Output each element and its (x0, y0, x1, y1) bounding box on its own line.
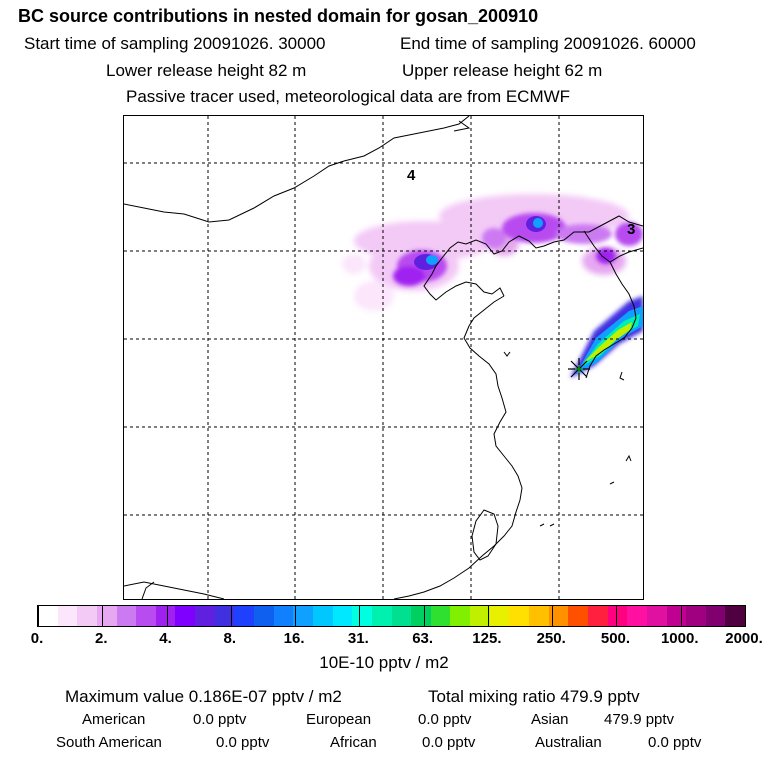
colorbar-segment (391, 606, 412, 626)
colorbar-segment (568, 606, 588, 626)
colorbar-tick (38, 606, 39, 626)
colorbar-segment (214, 606, 235, 626)
european-label: European (306, 711, 372, 728)
colorbar-tick-label: 31. (347, 630, 369, 647)
plot-title: BC source contributions in nested domain… (18, 6, 539, 26)
colorbar-segment (77, 606, 97, 626)
colorbar-tick-label: 63. (412, 630, 434, 647)
end-time-text: End time of sampling 20091026. 60000 (400, 34, 696, 53)
total-mixing-text: Total mixing ratio 479.9 pptv (428, 687, 640, 706)
african-label: African (330, 734, 377, 751)
colorbar-segment (293, 606, 313, 626)
colorbar-tick (166, 606, 168, 626)
colorbar-segment (705, 606, 726, 626)
colorbar-segment (312, 606, 333, 626)
colorbar-segment (529, 606, 549, 626)
colorbar-segment (175, 606, 196, 626)
colorbar-segment (234, 606, 255, 626)
colorbar-segment (489, 606, 510, 626)
colorbar-segment (450, 606, 471, 626)
map-label-4: 4 (407, 167, 416, 184)
plume-layer (342, 194, 643, 378)
colorbar-segment (411, 606, 431, 626)
colorbar-segment (371, 606, 392, 626)
station-center (575, 365, 583, 373)
african-value: 0.0 pptv (422, 734, 476, 751)
colorbar-tick-label: 8. (223, 630, 237, 647)
australian-value: 0.0 pptv (648, 734, 702, 751)
colorbar-tick-label: 125. (472, 630, 502, 647)
tracer-note-text: Passive tracer used, meteorological data… (126, 87, 571, 106)
colorbar-segment (116, 606, 137, 626)
colorbar-segment (470, 606, 490, 626)
graticule-layer (124, 116, 643, 599)
map-panel: 4 3 (123, 115, 644, 600)
colorbar-segment (627, 606, 647, 626)
colorbar-segment (430, 606, 451, 626)
colorbar-tick (745, 606, 746, 626)
colorbar-segment (57, 606, 78, 626)
colorbar-tick-label: 2. (95, 630, 108, 647)
colorbar-tick (102, 606, 104, 626)
colorbar-segment (136, 606, 156, 626)
coastline-layer (124, 116, 643, 599)
colorbar-tick (295, 606, 297, 626)
colorbar-segment (195, 606, 215, 626)
lower-release-text: Lower release height 82 m (106, 61, 307, 80)
asian-label: Asian (531, 711, 569, 728)
colorbar-tick (680, 606, 682, 626)
colorbar-tick (359, 606, 361, 626)
south-american-value: 0.0 pptv (216, 734, 270, 751)
colorbar-tick (230, 606, 232, 626)
colorbar-segment (548, 606, 569, 626)
colorbar-segment (332, 606, 353, 626)
colorbar-segment (155, 606, 176, 626)
american-value: 0.0 pptv (193, 711, 247, 728)
american-label: American (82, 711, 146, 728)
colorbar (37, 605, 746, 627)
colorbar-tick-label: 250. (536, 630, 566, 647)
colorbar-segment (509, 606, 530, 626)
colorbar-tick (616, 606, 618, 626)
colorbar-segment (686, 606, 706, 626)
colorbar-tick-label: 0. (30, 630, 44, 647)
map-canvas: 4 3 (124, 116, 643, 599)
colorbar-segment (254, 606, 274, 626)
colorbar-segment (587, 606, 608, 626)
colorbar-tick-label: 500. (600, 630, 631, 647)
south-american-label: South American (56, 734, 162, 751)
colorbar-tick (423, 606, 425, 626)
colorbar-tick-label: 16. (283, 630, 305, 647)
upper-release-text: Upper release height 62 m (402, 61, 603, 80)
colorbar-unit: 10E-10 pptv / m2 (319, 653, 449, 672)
european-value: 0.0 pptv (418, 711, 472, 728)
colorbar-tick-label: 4. (159, 630, 172, 647)
max-value-text: Maximum value 0.186E-07 pptv / m2 (65, 687, 342, 706)
start-time-text: Start time of sampling 20091026. 30000 (24, 34, 326, 53)
colorbar-segment (96, 606, 117, 626)
australian-label: Australian (535, 734, 602, 751)
colorbar-segment (725, 606, 746, 626)
colorbar-tick (487, 606, 489, 626)
colorbar-segment (38, 606, 58, 626)
colorbar-segment (273, 606, 294, 626)
asian-value: 479.9 pptv (604, 711, 675, 728)
map-label-3: 3 (627, 221, 635, 238)
colorbar-tick-label: 1000. (660, 630, 699, 647)
colorbar-tick-label: 2000. (725, 630, 763, 647)
colorbar-tick (552, 606, 554, 626)
colorbar-segment (666, 606, 687, 626)
colorbar-segment (646, 606, 667, 626)
colorbar-segment (352, 606, 372, 626)
